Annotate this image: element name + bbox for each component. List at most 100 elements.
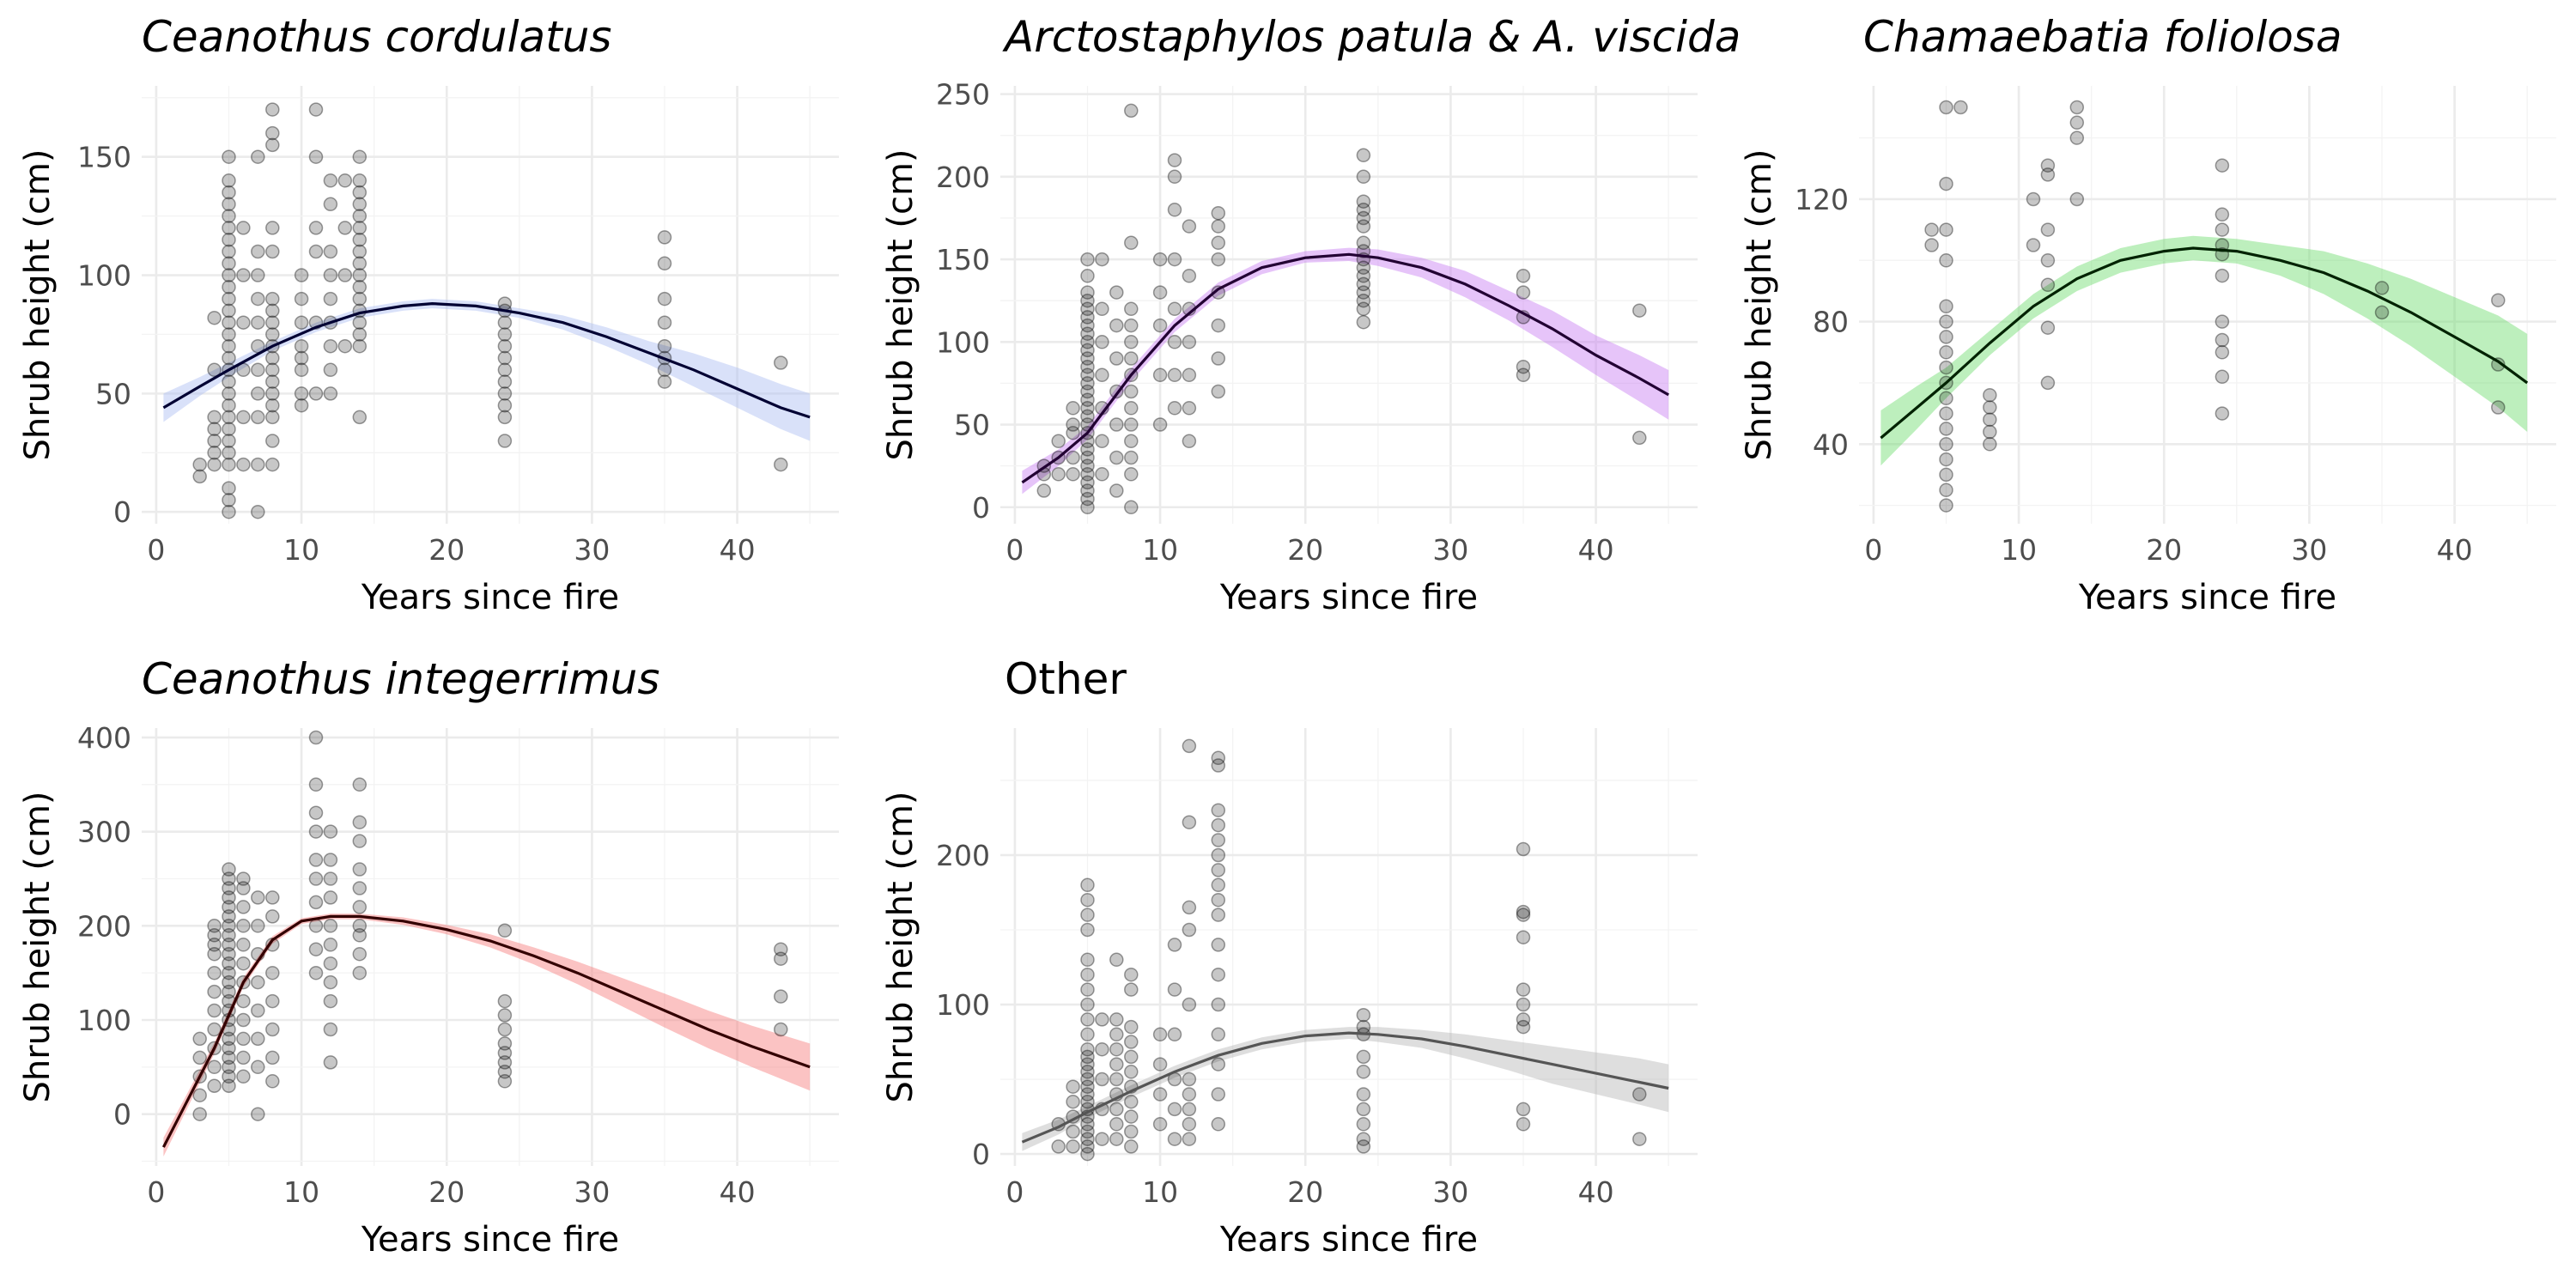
data-point <box>222 244 236 259</box>
data-point <box>1939 483 1953 498</box>
data-point <box>352 900 368 914</box>
data-point <box>1939 406 1953 421</box>
data-point <box>1124 318 1139 333</box>
data-point <box>1182 815 1197 829</box>
data-point <box>236 268 251 282</box>
data-point <box>497 923 513 938</box>
data-point <box>2374 305 2390 320</box>
data-point <box>1211 1057 1226 1071</box>
data-point <box>265 938 280 952</box>
data-point <box>1109 285 1124 300</box>
y-axis-title: Shrub height (cm) <box>1740 149 1779 460</box>
data-point <box>1939 498 1953 513</box>
data-point <box>1080 343 1095 358</box>
x-tick-label: 20 <box>428 1175 465 1209</box>
data-point <box>265 244 280 259</box>
data-point <box>192 1031 207 1047</box>
data-point <box>1167 203 1182 217</box>
data-point <box>337 268 353 282</box>
data-point <box>1167 1102 1182 1117</box>
data-point <box>294 386 309 401</box>
y-axis-title: Shrub height (cm) <box>18 791 58 1102</box>
data-point <box>1080 367 1095 383</box>
data-point <box>207 410 222 425</box>
data-point <box>1167 982 1182 997</box>
fit-line <box>1021 1031 1669 1144</box>
data-points <box>1036 103 1647 515</box>
data-point <box>1516 930 1531 944</box>
data-point <box>1066 450 1080 465</box>
data-point <box>251 504 265 519</box>
data-point <box>497 350 513 366</box>
data-point <box>222 327 236 342</box>
data-point <box>1080 1087 1095 1102</box>
data-point <box>1167 169 1182 185</box>
data-point <box>1080 376 1095 391</box>
data-point <box>1983 437 1997 452</box>
data-point <box>1211 1087 1226 1102</box>
data-point <box>1983 424 1997 440</box>
data-point <box>1124 1124 1139 1139</box>
data-point <box>1080 922 1095 938</box>
data-point <box>1356 285 1371 300</box>
data-point <box>265 993 280 1009</box>
data-point <box>1080 491 1095 507</box>
data-points <box>192 102 788 519</box>
data-point <box>657 256 672 271</box>
data-point <box>497 296 513 311</box>
data-point <box>1211 758 1226 773</box>
data-point <box>222 900 236 914</box>
data-point <box>2215 158 2230 173</box>
data-point <box>1124 235 1139 251</box>
data-point <box>222 938 236 952</box>
data-point <box>1953 100 1968 115</box>
data-point <box>1211 803 1226 817</box>
data-point <box>251 457 265 472</box>
data-point <box>1109 1027 1124 1042</box>
data-point <box>1124 1139 1139 1154</box>
data-point <box>497 1046 513 1060</box>
data-point <box>1211 967 1226 982</box>
data-point <box>323 244 338 259</box>
x-tick-label: 30 <box>574 533 610 567</box>
data-point <box>1939 222 1953 237</box>
data-point <box>1080 335 1095 349</box>
data-point <box>207 965 222 980</box>
data-point <box>1080 877 1095 893</box>
data-point <box>352 881 368 895</box>
data-point <box>308 730 324 745</box>
data-point <box>251 410 265 425</box>
data-point <box>323 291 338 307</box>
data-point <box>265 327 280 342</box>
data-point <box>222 871 236 886</box>
data-point <box>1095 1012 1109 1027</box>
data-point <box>236 919 251 933</box>
data-point <box>1124 1035 1139 1049</box>
data-point <box>1095 1041 1109 1057</box>
data-point <box>2069 191 2085 207</box>
data-point <box>236 221 251 235</box>
data-point <box>222 928 236 943</box>
data-point <box>323 386 338 401</box>
data-point <box>323 871 338 886</box>
data-point <box>323 362 338 378</box>
data-point <box>251 149 265 164</box>
data-point <box>1516 359 1531 374</box>
data-point <box>2069 115 2085 131</box>
y-axis-title: Shrub height (cm) <box>881 791 920 1102</box>
data-point <box>1182 1087 1197 1102</box>
data-point <box>352 777 368 792</box>
data-point <box>308 853 324 867</box>
x-axis-title: Years since fire <box>2078 578 2336 617</box>
data-point <box>1356 269 1371 283</box>
y-tick-label: 120 <box>1795 183 1849 216</box>
data-point <box>1066 425 1080 440</box>
data-point <box>323 824 338 839</box>
data-point <box>1167 401 1182 416</box>
data-point <box>236 315 251 330</box>
data-point <box>1080 310 1095 325</box>
data-point <box>323 338 338 354</box>
data-point <box>1124 417 1139 432</box>
data-point <box>1124 1094 1139 1109</box>
data-point <box>222 1050 236 1065</box>
